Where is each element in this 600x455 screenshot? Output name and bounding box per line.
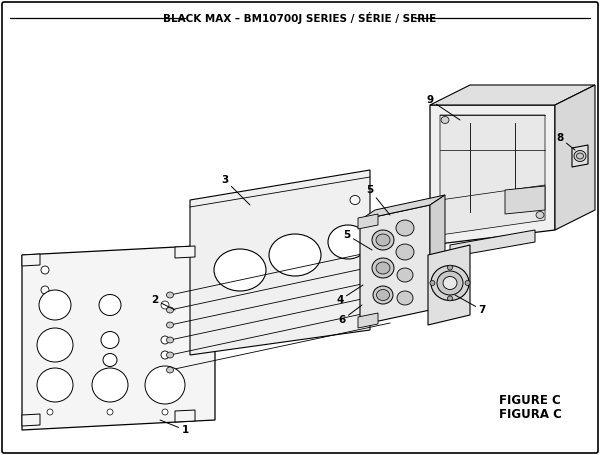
Text: 6: 6 <box>338 305 362 325</box>
Ellipse shape <box>372 258 394 278</box>
Text: FIGURA C: FIGURA C <box>499 409 562 421</box>
Ellipse shape <box>377 289 389 300</box>
Ellipse shape <box>214 249 266 291</box>
Ellipse shape <box>396 244 414 260</box>
Ellipse shape <box>41 266 49 274</box>
Ellipse shape <box>103 354 117 366</box>
Ellipse shape <box>37 328 73 362</box>
Polygon shape <box>190 170 370 355</box>
Polygon shape <box>175 410 195 422</box>
Ellipse shape <box>167 322 173 328</box>
Ellipse shape <box>167 337 173 343</box>
Ellipse shape <box>536 212 544 218</box>
Polygon shape <box>360 205 430 325</box>
Ellipse shape <box>162 409 168 415</box>
Ellipse shape <box>397 291 413 305</box>
Ellipse shape <box>41 286 49 294</box>
Text: 8: 8 <box>556 133 575 150</box>
Text: 3: 3 <box>221 175 250 205</box>
Polygon shape <box>505 186 545 214</box>
Text: 1: 1 <box>160 420 188 435</box>
Ellipse shape <box>107 409 113 415</box>
Polygon shape <box>22 254 40 266</box>
Ellipse shape <box>441 116 449 123</box>
Ellipse shape <box>269 234 321 276</box>
Text: 4: 4 <box>337 285 363 305</box>
Polygon shape <box>430 105 555 245</box>
Ellipse shape <box>161 301 169 309</box>
Ellipse shape <box>577 153 583 159</box>
Text: 7: 7 <box>455 295 485 315</box>
Polygon shape <box>175 246 195 258</box>
Polygon shape <box>428 245 470 325</box>
Polygon shape <box>450 230 535 257</box>
Text: 5: 5 <box>343 230 372 250</box>
Polygon shape <box>22 245 215 430</box>
Ellipse shape <box>47 409 53 415</box>
Ellipse shape <box>350 196 360 204</box>
Ellipse shape <box>448 265 452 270</box>
Ellipse shape <box>167 367 173 373</box>
Ellipse shape <box>372 230 394 250</box>
Text: 2: 2 <box>151 295 175 310</box>
Polygon shape <box>430 195 445 310</box>
Ellipse shape <box>465 280 470 285</box>
Ellipse shape <box>167 292 173 298</box>
Polygon shape <box>358 214 378 229</box>
Text: FIGURE C: FIGURE C <box>499 394 561 406</box>
Ellipse shape <box>430 280 435 285</box>
Polygon shape <box>360 195 445 220</box>
Ellipse shape <box>92 368 128 402</box>
Text: 5: 5 <box>367 185 390 215</box>
Polygon shape <box>358 313 378 328</box>
Ellipse shape <box>101 332 119 349</box>
Ellipse shape <box>99 294 121 315</box>
Ellipse shape <box>161 351 169 359</box>
Polygon shape <box>430 85 595 105</box>
Ellipse shape <box>376 234 390 246</box>
Ellipse shape <box>145 366 185 404</box>
Ellipse shape <box>161 336 169 344</box>
Ellipse shape <box>376 262 390 274</box>
Ellipse shape <box>443 277 457 289</box>
Ellipse shape <box>37 368 73 402</box>
Polygon shape <box>555 85 595 230</box>
Ellipse shape <box>39 290 71 320</box>
Text: 9: 9 <box>427 95 460 120</box>
Ellipse shape <box>437 271 463 295</box>
Ellipse shape <box>328 225 368 259</box>
Ellipse shape <box>167 352 173 358</box>
Ellipse shape <box>373 286 393 304</box>
Polygon shape <box>572 145 588 167</box>
Polygon shape <box>22 414 40 426</box>
Polygon shape <box>440 115 545 235</box>
Ellipse shape <box>431 266 469 300</box>
Ellipse shape <box>167 307 173 313</box>
Ellipse shape <box>448 296 452 301</box>
Ellipse shape <box>574 151 586 162</box>
Ellipse shape <box>396 220 414 236</box>
Text: BLACK MAX – BM10700J SERIES / SÉRIE / SERIE: BLACK MAX – BM10700J SERIES / SÉRIE / SE… <box>163 12 437 24</box>
Ellipse shape <box>397 268 413 282</box>
